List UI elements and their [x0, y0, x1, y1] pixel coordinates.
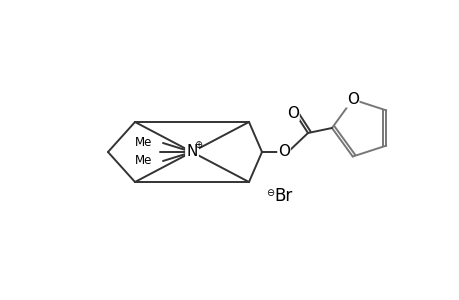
- Text: N: N: [186, 145, 197, 160]
- Text: ⊕: ⊕: [194, 140, 202, 150]
- Text: Me: Me: [134, 136, 151, 149]
- Text: O: O: [286, 106, 298, 121]
- Text: Br: Br: [274, 187, 292, 205]
- Text: O: O: [346, 92, 358, 107]
- Text: O: O: [277, 145, 289, 160]
- Text: Me: Me: [134, 154, 151, 167]
- Text: ⊖: ⊖: [265, 188, 274, 198]
